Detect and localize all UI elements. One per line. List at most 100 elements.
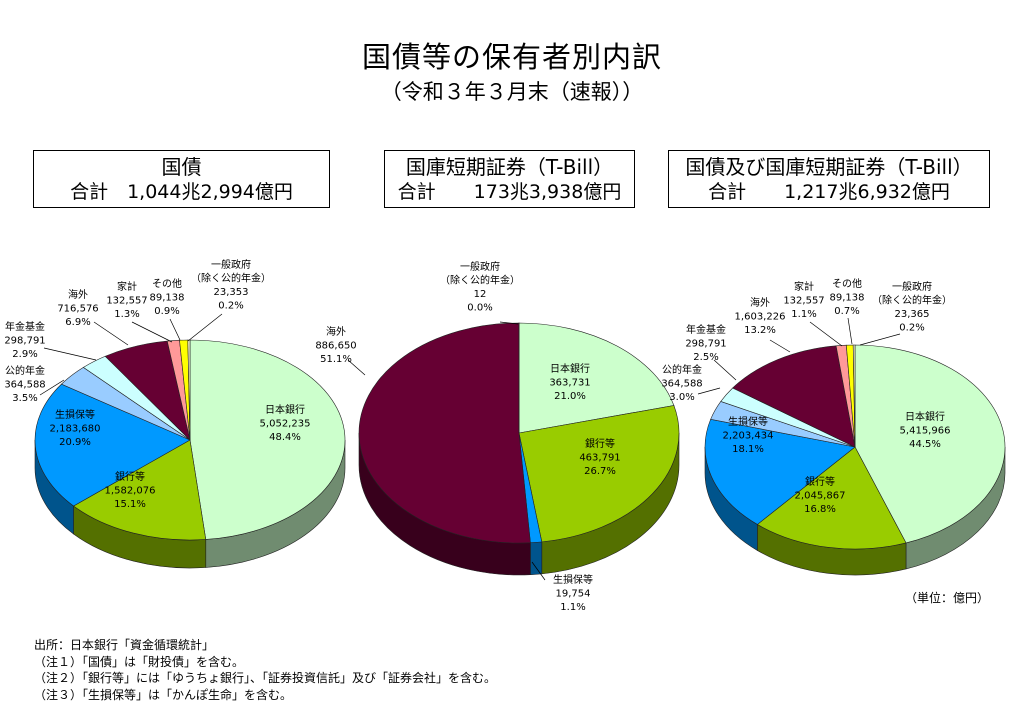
slice-value: 12 xyxy=(474,289,487,300)
slice-label: 日本銀行 363,731 21.0% xyxy=(549,362,590,402)
slice-name: 銀行等 xyxy=(805,475,835,488)
pie-chart-1: 日本銀行 363,731 21.0% 銀行等 463,791 26.7% 生損保等 19,75… xyxy=(315,260,680,613)
leader-line xyxy=(131,321,173,343)
slice-pct: 26.7% xyxy=(584,466,616,477)
slice-label: 銀行等 2,045,867 16.8% xyxy=(795,475,846,515)
pie-slice-日本銀行 xyxy=(854,344,1006,544)
slice-name: 銀行等 xyxy=(585,437,615,450)
slice-pct: 0.7% xyxy=(834,306,859,317)
slice-value: 132,557 xyxy=(106,296,147,307)
slice-label: 家計 132,557 1.1% xyxy=(783,280,824,320)
slice-pct: 0.2% xyxy=(899,323,924,334)
pie-slice-銀行等 xyxy=(756,446,907,550)
slice-value: 1,603,226 xyxy=(735,312,786,323)
slice-name: 日本銀行 xyxy=(265,403,305,416)
slice-label: 海外 886,650 51.1% xyxy=(315,325,356,365)
slice-name: その他 xyxy=(152,277,182,290)
summary-total: 合計 1,044兆2,994億円 xyxy=(70,181,293,203)
leader-line xyxy=(809,321,843,347)
slice-pct: 0.2% xyxy=(218,301,243,312)
slice-name: （除く公的年金） xyxy=(440,274,520,287)
page-subtitle: （令和３年３月末（速報）） xyxy=(380,80,644,104)
slice-pct: 20.9% xyxy=(59,437,91,448)
slice-label: 生損保等 2,183,680 20.9% xyxy=(50,408,101,448)
slice-value: 89,138 xyxy=(150,293,185,304)
slice-label: 年金基金 298,791 2.9% xyxy=(4,320,45,360)
slice-pct: 0.9% xyxy=(154,306,179,317)
pie-slice-銀行等 xyxy=(72,439,207,541)
summary-total: 合計 173兆3,938億円 xyxy=(397,181,622,203)
leader-line xyxy=(713,359,737,381)
slice-label: 公的年金 364,588 3.5% xyxy=(4,364,45,404)
slice-value: 298,791 xyxy=(685,339,726,350)
leader-line xyxy=(769,339,791,353)
leader-line xyxy=(847,317,853,345)
slice-label: 家計 132,557 1.3% xyxy=(106,280,147,320)
slice-pct: 6.9% xyxy=(65,317,90,328)
slice-name: 生損保等 xyxy=(55,408,95,421)
slice-pct: 3.5% xyxy=(12,393,37,404)
pie-chart-0: 日本銀行 5,052,235 48.4% 銀行等 1,582,076 15.1% 生損保等 2… xyxy=(4,258,346,569)
slice-label: 一般政府（除く公的年金） 23,365 0.2% xyxy=(872,280,952,334)
slice-value: 1,582,076 xyxy=(105,486,156,497)
leader-line xyxy=(531,561,546,581)
slice-value: 363,731 xyxy=(549,378,590,389)
slice-value: 5,415,966 xyxy=(900,426,951,437)
slice-name: 公的年金 xyxy=(5,364,45,377)
summary-box-jgb: 国債 合計 1,044兆2,994億円 xyxy=(33,150,330,208)
slice-value: 2,045,867 xyxy=(795,491,846,502)
slice-pct: 3.0% xyxy=(669,392,694,403)
slice-label: 生損保等 2,203,434 18.1% xyxy=(723,415,774,455)
page-title: 国債等の保有者別内訳 xyxy=(361,40,662,74)
leader-line xyxy=(347,359,366,376)
leader-line xyxy=(499,321,519,325)
slice-value: 19,754 xyxy=(556,589,591,600)
slice-value: 5,052,235 xyxy=(260,419,311,430)
slice-label: 海外 716,576 6.9% xyxy=(57,288,98,328)
note-1: （注１）「国債」は「財投債」を含む。 xyxy=(34,654,245,669)
slice-name: （除く公的年金） xyxy=(872,294,952,307)
slice-name: 生損保等 xyxy=(728,415,768,428)
leader-line xyxy=(43,347,97,361)
slice-value: 364,588 xyxy=(661,379,702,390)
leader-line xyxy=(187,313,223,342)
slice-value: 132,557 xyxy=(783,296,824,307)
summary-box-tbill: 国庫短期証券（T-Bill） 合計 173兆3,938億円 xyxy=(384,150,635,208)
slice-value: 23,365 xyxy=(895,309,930,320)
slice-value: 886,650 xyxy=(315,341,356,352)
pie-slice-日本銀行 xyxy=(189,339,346,540)
slice-value: 463,791 xyxy=(579,453,620,464)
pie-side-生損保等 xyxy=(530,541,543,576)
pie-chart-2: 日本銀行 5,415,966 44.5% 銀行等 2,045,867 16.8% 生損保等 2… xyxy=(661,277,1006,576)
summary-title: 国債及び国庫短期証券（T-Bill） xyxy=(685,155,973,179)
slice-label: 年金基金 298,791 2.5% xyxy=(685,323,726,363)
pie-slice-海外 xyxy=(358,322,531,544)
pie-slice-一般政府 xyxy=(852,344,856,448)
slice-pct: 16.8% xyxy=(804,504,836,515)
slice-pct: 48.4% xyxy=(269,432,301,443)
slice-pct: 1.1% xyxy=(560,602,585,613)
slice-name: 家計 xyxy=(117,280,137,293)
pie-slice-生損保等 xyxy=(34,383,191,507)
slice-name: 海外 xyxy=(68,288,88,301)
note-3: （注３）「生損保等」は「かんぽ生命」を含む。 xyxy=(34,687,293,702)
summary-total: 合計 1,217兆6,932億円 xyxy=(708,181,950,203)
pie-slice-生損保等 xyxy=(704,418,856,525)
slice-value: 298,791 xyxy=(4,336,45,347)
summary-title: 国債 xyxy=(161,155,202,179)
summary-title: 国庫短期証券（T-Bill） xyxy=(405,155,614,179)
slice-label: 日本銀行 5,415,966 44.5% xyxy=(900,410,951,450)
slice-name: その他 xyxy=(832,277,862,290)
slice-name: 一般政府 xyxy=(892,280,932,293)
slice-pct: 2.5% xyxy=(693,352,718,363)
slice-value: 716,576 xyxy=(57,304,98,315)
leader-line xyxy=(39,379,65,396)
slice-label: 生損保等 19,754 1.1% xyxy=(553,573,593,613)
slice-label: 一般政府（除く公的年金） 23,353 0.2% xyxy=(191,258,271,312)
slice-name: 一般政府 xyxy=(460,260,500,273)
slice-label: その他 89,138 0.9% xyxy=(150,277,185,317)
slice-pct: 1.1% xyxy=(791,309,816,320)
slice-name: 年金基金 xyxy=(5,320,45,333)
leader-line xyxy=(697,387,721,395)
